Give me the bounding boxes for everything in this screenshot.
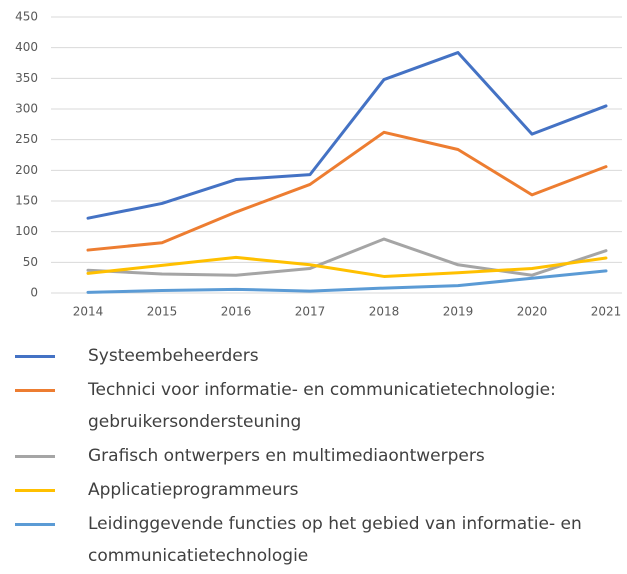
legend-item: Leidinggevende functies op het gebied va… [0,508,627,572]
legend-label: Applicatieprogrammeurs [88,480,299,500]
y-tick-label: 450 [15,10,38,24]
x-tick-label: 2019 [443,305,474,319]
x-tick-label: 2018 [369,305,400,319]
x-tick-label: 2020 [517,305,548,319]
legend-item: Systeembeheerders [0,340,627,372]
legend-swatch [15,389,55,392]
legend-item: Applicatieprogrammeurs [0,474,627,506]
y-tick-label: 350 [15,71,38,85]
y-tick-label: 300 [15,102,38,116]
series-line [86,51,608,220]
y-tick-label: 100 [15,224,38,238]
legend-swatch [15,455,55,458]
series-line [86,237,608,277]
series-line [86,269,608,294]
legend-swatch [15,355,55,358]
y-tick-label: 200 [15,163,38,177]
legend-label: Grafisch ontwerpers en multimediaontwerp… [88,446,485,466]
x-tick-label: 2014 [73,305,104,319]
series-line [86,255,608,278]
y-tick-label: 0 [30,286,38,300]
legend: Systeembeheerders Technici voor informati… [0,340,627,574]
x-tick-label: 2021 [591,305,622,319]
legend-item: Grafisch ontwerpers en multimediaontwerp… [0,440,627,472]
x-tick-label: 2016 [221,305,252,319]
y-tick-label: 400 [15,40,38,54]
y-tick-label: 150 [15,194,38,208]
legend-item: Technici voor informatie- en communicati… [0,374,627,438]
legend-label: Technici voor informatie- en communicati… [88,380,556,432]
series-line [86,130,608,252]
y-tick-label: 50 [23,255,38,269]
y-tick-label: 250 [15,132,38,146]
legend-label: Leidinggevende functies op het gebied va… [88,514,582,566]
legend-swatch [15,523,55,526]
x-tick-label: 2017 [295,305,326,319]
legend-label: Systeembeheerders [88,346,259,366]
legend-swatch [15,489,55,492]
x-tick-label: 2015 [147,305,178,319]
chart: 0 50 100 150 200 250 300 350 400 450 2014 2015 2016 2… [15,10,622,319]
